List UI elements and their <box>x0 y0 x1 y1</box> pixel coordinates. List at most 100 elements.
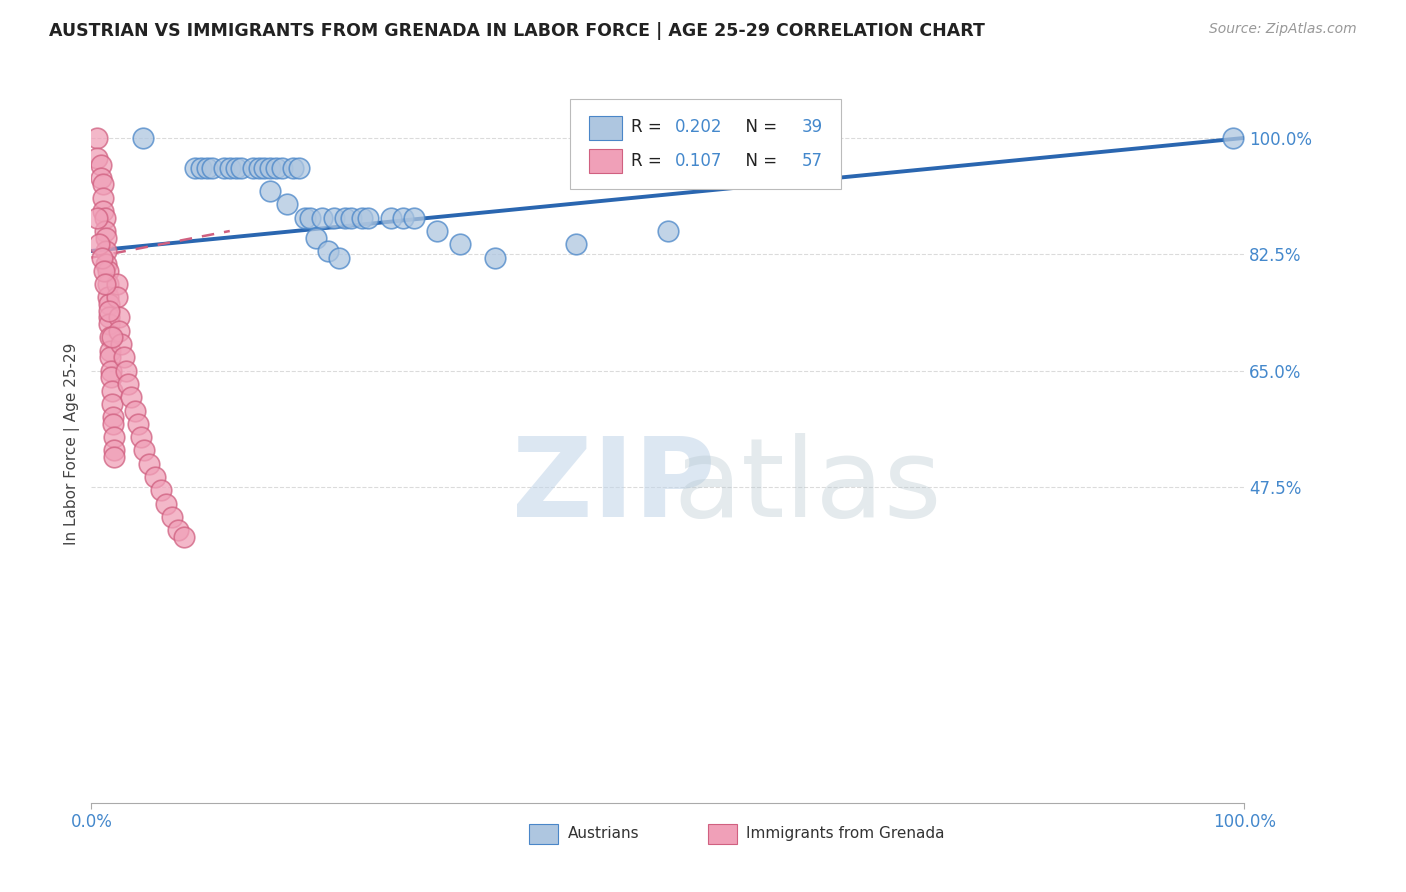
Point <box>112 351 135 365</box>
Text: 57: 57 <box>801 152 823 169</box>
Point <box>89 237 111 252</box>
Point <box>110 337 132 351</box>
Point <box>86 131 108 145</box>
Point <box>173 530 195 544</box>
Point <box>322 211 344 225</box>
FancyBboxPatch shape <box>569 99 841 189</box>
Point <box>97 317 120 331</box>
Point <box>259 161 281 175</box>
Point <box>124 403 146 417</box>
Point <box>94 277 117 292</box>
Text: R =: R = <box>631 152 666 169</box>
Point <box>484 251 506 265</box>
Point <box>94 211 117 225</box>
Point <box>129 430 152 444</box>
Point <box>449 237 471 252</box>
Point <box>96 230 118 244</box>
Point <box>105 291 128 305</box>
Point <box>340 211 363 225</box>
Point <box>96 277 118 292</box>
Point <box>98 351 121 365</box>
Point <box>134 443 156 458</box>
Point <box>132 131 155 145</box>
Text: Immigrants from Grenada: Immigrants from Grenada <box>747 827 945 841</box>
Point <box>103 450 125 464</box>
Bar <box>530 823 558 844</box>
Point <box>357 211 380 225</box>
Point <box>101 397 124 411</box>
Bar <box>709 823 737 844</box>
Point <box>564 237 586 252</box>
Point <box>294 211 316 225</box>
Point <box>97 303 120 318</box>
Point <box>100 364 122 378</box>
Point <box>96 257 118 271</box>
Text: Source: ZipAtlas.com: Source: ZipAtlas.com <box>1209 22 1357 37</box>
Point <box>101 330 124 344</box>
Point <box>117 376 139 391</box>
Point <box>108 324 131 338</box>
Point <box>103 443 125 458</box>
Point <box>231 161 253 175</box>
Text: atlas: atlas <box>673 434 942 541</box>
Point <box>276 197 298 211</box>
Point <box>288 161 311 175</box>
Point <box>149 483 172 498</box>
Point <box>311 211 333 225</box>
Point <box>138 457 160 471</box>
Point <box>195 161 218 175</box>
Point <box>426 224 449 238</box>
Y-axis label: In Labor Force | Age 25-29: In Labor Force | Age 25-29 <box>65 343 80 545</box>
Point <box>143 470 166 484</box>
Point <box>98 330 121 344</box>
Point <box>93 264 115 278</box>
Bar <box>589 149 621 173</box>
Point <box>1222 131 1244 145</box>
Point <box>86 151 108 165</box>
Point <box>281 161 304 175</box>
Point <box>103 410 125 425</box>
Point <box>328 251 350 265</box>
Point <box>96 291 118 305</box>
Point <box>91 191 114 205</box>
Point <box>90 157 112 171</box>
Text: N =: N = <box>735 152 782 169</box>
Point <box>103 417 125 431</box>
Point <box>103 430 125 444</box>
Point <box>391 211 413 225</box>
Text: AUSTRIAN VS IMMIGRANTS FROM GRENADA IN LABOR FORCE | AGE 25-29 CORRELATION CHART: AUSTRIAN VS IMMIGRANTS FROM GRENADA IN L… <box>49 22 986 40</box>
Text: ZIP: ZIP <box>512 434 716 541</box>
Point <box>225 161 247 175</box>
Point <box>105 277 128 292</box>
Point <box>247 161 270 175</box>
Point <box>190 161 212 175</box>
Point <box>94 224 117 238</box>
Point <box>91 178 114 192</box>
Point <box>184 161 207 175</box>
Point <box>657 224 679 238</box>
Point <box>264 161 287 175</box>
Point <box>166 523 188 537</box>
Point <box>160 509 183 524</box>
Point <box>333 211 356 225</box>
Point <box>91 204 114 219</box>
Point <box>97 297 120 311</box>
Point <box>212 161 235 175</box>
Point <box>115 364 138 378</box>
Text: 39: 39 <box>801 119 823 136</box>
Point <box>86 211 108 225</box>
Point <box>380 211 402 225</box>
Point <box>305 230 328 244</box>
Point <box>108 310 131 325</box>
Point <box>155 497 177 511</box>
Point <box>352 211 374 225</box>
Text: 0.202: 0.202 <box>675 119 723 136</box>
Point <box>242 161 264 175</box>
Point <box>97 310 120 325</box>
Point <box>201 161 224 175</box>
Point <box>259 184 281 198</box>
Text: N =: N = <box>735 119 782 136</box>
Text: Austrians: Austrians <box>568 827 640 841</box>
Point <box>299 211 322 225</box>
Point <box>253 161 276 175</box>
